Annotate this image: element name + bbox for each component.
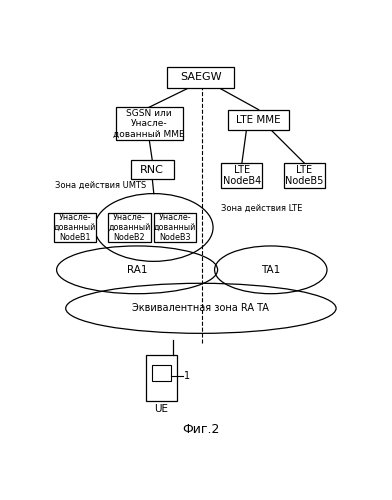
FancyBboxPatch shape [131, 160, 174, 179]
Text: SGSN или
Унасле-
дованный MME: SGSN или Унасле- дованный MME [113, 108, 185, 138]
Text: 1: 1 [184, 370, 191, 380]
Text: Зона действия UMTS: Зона действия UMTS [55, 180, 146, 190]
Text: Унасле-
дованный
NodeB3: Унасле- дованный NodeB3 [154, 212, 196, 242]
Text: LTE
NodeB4: LTE NodeB4 [223, 164, 261, 186]
FancyBboxPatch shape [146, 354, 176, 401]
FancyBboxPatch shape [152, 365, 171, 381]
Text: Унасле-
дованный
NodeB1: Унасле- дованный NodeB1 [54, 212, 96, 242]
Text: TA1: TA1 [261, 265, 280, 275]
Text: Фиг.2: Фиг.2 [182, 423, 220, 436]
Text: SAEGW: SAEGW [180, 72, 222, 83]
FancyBboxPatch shape [54, 213, 96, 242]
Text: LTE MME: LTE MME [236, 114, 281, 124]
Text: LTE
NodeB5: LTE NodeB5 [285, 164, 323, 186]
Text: RA1: RA1 [127, 265, 147, 275]
Text: Зона действия LTE: Зона действия LTE [221, 204, 302, 212]
Text: UE: UE [154, 404, 169, 414]
FancyBboxPatch shape [167, 66, 234, 88]
FancyBboxPatch shape [154, 213, 196, 242]
Text: RNC: RNC [140, 164, 164, 174]
FancyBboxPatch shape [116, 107, 183, 140]
FancyBboxPatch shape [108, 213, 151, 242]
FancyBboxPatch shape [284, 163, 325, 188]
FancyBboxPatch shape [228, 110, 289, 130]
FancyBboxPatch shape [221, 163, 262, 188]
Text: Унасле-
дованный
NodeB2: Унасле- дованный NodeB2 [108, 212, 151, 242]
Text: Эквивалентная зона RA TA: Эквивалентная зона RA TA [132, 304, 269, 314]
